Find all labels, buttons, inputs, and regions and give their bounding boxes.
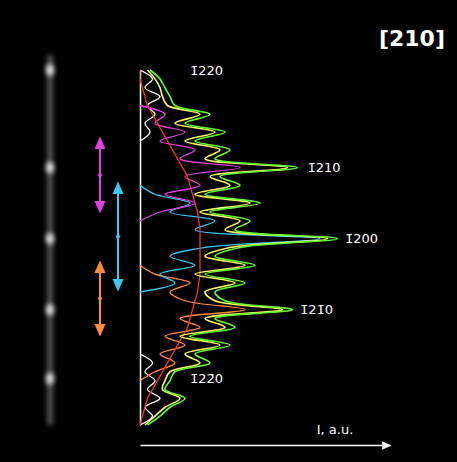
streak-spot	[46, 64, 54, 76]
period-dot	[116, 280, 120, 284]
diffraction-streak	[46, 55, 54, 425]
period-dot	[116, 189, 120, 193]
period-dot	[98, 297, 102, 301]
peak-label: 1̄220	[190, 63, 223, 78]
streak-spot	[46, 373, 54, 385]
intensity-axis	[141, 445, 391, 446]
profile-line	[140, 265, 245, 380]
period-dot	[98, 144, 102, 148]
streak-spot	[46, 304, 54, 316]
period-arrow	[99, 138, 101, 212]
period-arrow	[99, 262, 101, 335]
axis-line	[140, 71, 142, 426]
streak-spot	[46, 233, 54, 245]
peak-label: 1̄22̄0	[190, 371, 223, 386]
profile-line	[140, 185, 320, 292]
period-arrows	[98, 138, 120, 335]
title: [210]	[379, 26, 445, 51]
position-axis	[140, 71, 141, 426]
period-dot	[98, 202, 102, 206]
period-dot	[98, 268, 102, 272]
peak-label: 1̄210	[308, 160, 341, 175]
axis-line	[141, 445, 391, 447]
period-dot	[116, 235, 120, 239]
period-arrow	[117, 183, 119, 290]
chart: 1̄220 1̄210 1̄200 1̄21̄0 1̄22̄0 [210] I, a.u.	[0, 0, 457, 462]
axis-title: I, a.u.	[317, 422, 354, 437]
peak-labels: 1̄220 1̄210 1̄200 1̄21̄0 1̄22̄0	[190, 63, 378, 387]
period-dot	[98, 325, 102, 329]
peak-label: 1̄21̄0	[300, 302, 333, 317]
streak-glow	[47, 55, 53, 425]
profile-line	[145, 70, 328, 425]
streak-spot	[46, 162, 54, 174]
profile-line	[148, 70, 338, 425]
peak-label: 1̄200	[345, 231, 378, 246]
period-dot	[98, 173, 102, 177]
lines	[140, 70, 338, 425]
